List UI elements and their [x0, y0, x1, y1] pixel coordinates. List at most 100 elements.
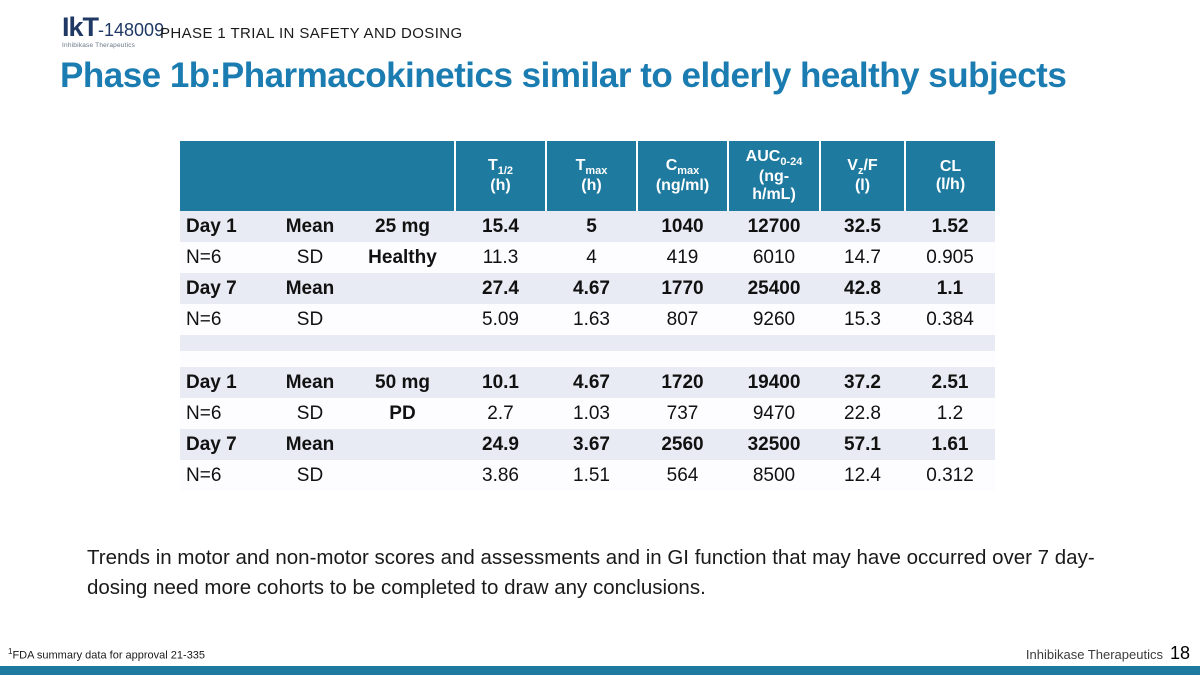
value-cell: 4.67 [573, 277, 610, 299]
value-cell: 737 [666, 402, 699, 424]
value-cell: 32.5 [844, 215, 881, 237]
company-logo: IkT-148009 Inhibikase Therapeutics [62, 14, 164, 50]
stat-cell: SD [296, 402, 324, 424]
value-cell: 12700 [747, 215, 801, 237]
logo-subtext: Inhibikase Therapeutics [62, 42, 136, 49]
value-cell: 2.51 [931, 371, 969, 393]
value-cell: 5 [586, 215, 597, 237]
table-row: Day 7 Mean 27.4 4.67 1770 25400 42.8 1.1 [180, 273, 995, 304]
stat-cell: SD [296, 464, 324, 486]
value-cell: 15.3 [844, 308, 881, 330]
page-number: 18 [1169, 643, 1190, 663]
table-row: N=6 SD 5.09 1.63 807 9260 15.3 0.384 [180, 304, 995, 335]
value-cell: 37.2 [844, 371, 881, 393]
table-row: Day 1 Mean 25 mg 15.4 5 1040 12700 32.5 1.52 [180, 211, 995, 242]
value-cell: 10.1 [482, 371, 519, 393]
dose-group-cell: 25 mg [375, 215, 430, 237]
value-cell: 27.4 [482, 277, 519, 299]
value-cell: 8500 [752, 464, 796, 486]
value-cell: 1.61 [931, 433, 969, 455]
row-label-cell: N=6 [186, 308, 222, 330]
value-cell: 22.8 [844, 402, 881, 424]
empty-header-cell [180, 141, 270, 211]
value-cell: 0.905 [926, 246, 974, 268]
value-cell: 1.03 [573, 402, 610, 424]
value-cell: 2.7 [487, 402, 514, 424]
stat-cell: Mean [285, 371, 335, 393]
value-cell: 1.63 [573, 308, 610, 330]
value-cell: 807 [666, 308, 699, 330]
table-row: N=6 SD 3.86 1.51 564 8500 12.4 0.312 [180, 460, 995, 491]
table-row: Day 7 Mean 24.9 3.67 2560 32500 57.1 1.61 [180, 429, 995, 460]
conclusion-text: Trends in motor and non-motor scores and… [87, 546, 1095, 599]
table-row: N=6 SD Healthy 11.3 4 419 6010 14.7 0.905 [180, 242, 995, 273]
value-cell: 15.4 [482, 215, 519, 237]
footnote: 1FDA summary data for approval 21-335 [8, 647, 205, 662]
value-cell: 42.8 [844, 277, 881, 299]
spacer-row [180, 335, 995, 351]
value-cell: 11.3 [482, 246, 519, 268]
value-cell: 57.1 [844, 433, 881, 455]
value-cell: 9470 [752, 402, 796, 424]
value-cell: 4 [586, 246, 597, 268]
value-cell: 5.09 [482, 308, 519, 330]
value-cell: 1.2 [936, 402, 964, 424]
dose-group-cell [350, 460, 455, 491]
table-header-row: T1/2 (h) Tmax (h) Cmax (ng/ml) AUC0-24 (ng- h/m… [180, 141, 995, 211]
stat-cell: Mean [285, 277, 335, 299]
footnote-superscript: 1 [8, 647, 13, 657]
footer-company: Inhibikase Therapeutics [1025, 647, 1163, 662]
empty-header-cell [350, 141, 455, 211]
value-cell: 1770 [661, 277, 704, 299]
value-cell: 1.52 [931, 215, 969, 237]
slide-eyebrow: PHASE 1 TRIAL IN SAFETY AND DOSING [160, 25, 463, 42]
stat-cell: SD [296, 308, 324, 330]
value-cell: 564 [666, 464, 699, 486]
dose-group-cell: PD [389, 402, 416, 424]
row-label-cell: Day 7 [186, 433, 237, 455]
column-header-t-half: T1/2 (h) [454, 141, 546, 211]
value-cell: 3.67 [573, 433, 610, 455]
slide-title: Phase 1b:Pharmacokinetics similar to eld… [60, 56, 1067, 95]
value-cell: 6010 [752, 246, 796, 268]
value-cell: 12.4 [844, 464, 881, 486]
dose-group-cell: 50 mg [375, 371, 430, 393]
dose-group-cell [350, 273, 455, 304]
table-row: Day 1 Mean 50 mg 10.1 4.67 1720 19400 37.2 2.51 [180, 367, 995, 398]
value-cell: 0.312 [926, 464, 974, 486]
column-header-auc: AUC0-24 (ng- h/mL) [727, 141, 820, 211]
dose-group-cell [350, 304, 455, 335]
value-cell: 32500 [747, 433, 801, 455]
logo-suffix: -148009 [98, 20, 165, 40]
value-cell: 1040 [661, 215, 704, 237]
footnote-text: FDA summary data for approval 21-335 [12, 650, 206, 662]
value-cell: 1720 [661, 371, 704, 393]
stat-cell: Mean [285, 215, 335, 237]
value-cell: 0.384 [926, 308, 974, 330]
value-cell: 24.9 [482, 433, 519, 455]
spacer-cell [180, 335, 995, 351]
spacer-cell [180, 351, 995, 367]
value-cell: 2560 [661, 433, 704, 455]
value-cell: 25400 [747, 277, 801, 299]
spacer-row [180, 351, 995, 367]
row-label-cell: N=6 [186, 246, 222, 268]
stat-cell: SD [296, 246, 324, 268]
value-cell: 1.1 [936, 277, 964, 299]
logo-text: IkT-148009 [62, 14, 164, 41]
row-label-cell: Day 7 [186, 277, 237, 299]
stat-cell: Mean [285, 433, 335, 455]
logo-main: IkT [62, 12, 99, 42]
pharmacokinetics-table: T1/2 (h) Tmax (h) Cmax (ng/ml) AUC0-24 (ng- h/m… [180, 141, 995, 491]
row-label-cell: N=6 [186, 464, 222, 486]
column-header-c-max: Cmax (ng/ml) [636, 141, 728, 211]
table-row: N=6 SD PD 2.7 1.03 737 9470 22.8 1.2 [180, 398, 995, 429]
value-cell: 4.67 [573, 371, 610, 393]
column-header-vzf: Vz/F (l) [819, 141, 905, 211]
value-cell: 14.7 [844, 246, 881, 268]
dose-group-cell: Healthy [368, 246, 437, 268]
row-label-cell: Day 1 [186, 371, 237, 393]
bottom-accent-bar [0, 666, 1200, 675]
row-label-cell: N=6 [186, 402, 222, 424]
column-header-t-max: Tmax (h) [545, 141, 637, 211]
